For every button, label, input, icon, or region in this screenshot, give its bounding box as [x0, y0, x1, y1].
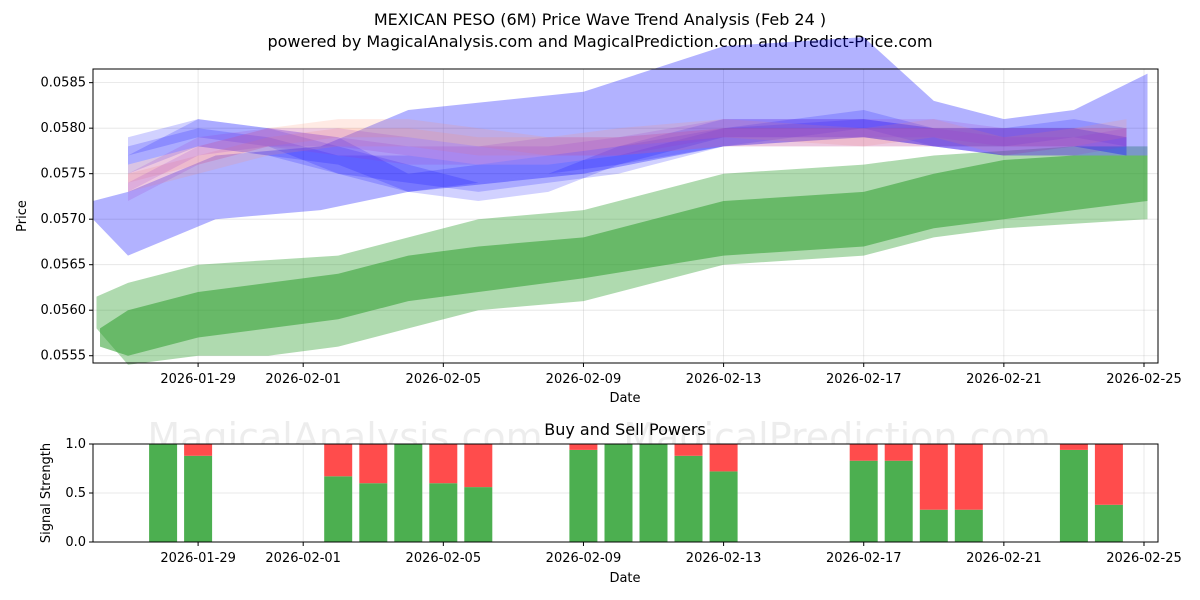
price-x-tick-label: 2026-02-05 — [406, 372, 482, 387]
buy-bar — [1094, 504, 1123, 542]
buy-bar — [954, 509, 983, 542]
buy-bar — [919, 509, 948, 542]
buy-bar — [709, 471, 738, 542]
buy-sell-x-tick-label: 2026-02-17 — [826, 551, 902, 566]
blue-band-2 — [128, 110, 1127, 192]
chart-title: MEXICAN PESO (6M) Price Wave Trend Analy… — [373, 10, 827, 29]
price-y-tick-label: 0.0565 — [41, 258, 87, 273]
price-bands — [93, 37, 1148, 365]
price-plot-frame — [92, 68, 1159, 364]
buy-sell-panel: Buy and Sell Powers 0.0 0.5 1.0 2026-01-29 2… — [39, 420, 1182, 586]
price-y-tick-label: 0.0580 — [41, 121, 87, 136]
buy-sell-y-tick-label: 0.0 — [65, 535, 86, 550]
price-x-tick-label: 2026-02-13 — [686, 372, 762, 387]
buy-sell-x-tick-label: 2026-02-13 — [686, 551, 762, 566]
price-axes: 0.0555 0.0560 0.0565 0.0570 0.0575 0.0580 0.05… — [41, 76, 1182, 387]
buy-bar — [639, 444, 668, 542]
sell-bar — [464, 444, 493, 488]
price-x-tick-label: 2026-02-01 — [265, 372, 341, 387]
price-x-tick-label: 2026-02-17 — [826, 372, 902, 387]
buy-bar — [604, 444, 633, 542]
buy-bar — [884, 460, 913, 542]
price-y-tick-label: 0.0570 — [41, 212, 87, 227]
buy-sell-x-tick-label: 2026-01-29 — [160, 551, 236, 566]
sell-bar — [954, 444, 983, 510]
price-x-label: Date — [609, 391, 640, 406]
price-y-tick-label: 0.0555 — [41, 349, 87, 364]
buy-sell-x-tick-label: 2026-02-05 — [406, 551, 482, 566]
blue-band-3 — [128, 119, 1127, 192]
sell-bar — [359, 444, 388, 484]
buy-sell-x-tick-label: 2026-02-25 — [1106, 551, 1182, 566]
red-band-1 — [128, 119, 1127, 183]
buy-sell-x-label: Date — [609, 571, 640, 586]
price-y-tick-label: 0.0575 — [41, 167, 87, 182]
buy-sell-x-tick-label: 2026-02-01 — [265, 551, 341, 566]
buy-bar — [184, 455, 213, 542]
purple-band-1 — [128, 119, 1127, 192]
sell-bar — [709, 444, 738, 472]
sell-bar — [324, 444, 353, 477]
price-x-tick-label: 2026-02-09 — [546, 372, 622, 387]
buy-sell-title: Buy and Sell Powers — [544, 420, 706, 439]
blue-wide-band — [93, 37, 1148, 256]
buy-bar — [1059, 449, 1088, 542]
green-inner-band — [100, 155, 1148, 356]
purple-band-2 — [128, 128, 1127, 201]
buy-bar — [674, 455, 703, 542]
sell-bar — [884, 444, 913, 461]
price-panel: 0.0555 0.0560 0.0565 0.0570 0.0575 0.0580 0.05… — [15, 37, 1182, 406]
sell-bar — [1059, 444, 1088, 450]
buy-sell-y-label: Signal Strength — [39, 443, 54, 543]
sell-bar — [1094, 444, 1123, 505]
chart-subtitle: powered by MagicalAnalysis.com and Magic… — [267, 32, 933, 51]
sell-bar — [569, 444, 598, 450]
buy-sell-x-tick-label: 2026-02-09 — [546, 551, 622, 566]
buy-sell-y-tick-label: 0.5 — [65, 486, 86, 501]
buy-bar — [849, 460, 878, 542]
price-x-tick-label: 2026-01-29 — [160, 372, 236, 387]
sell-bar — [429, 444, 458, 484]
buy-sell-axes: 0.0 0.5 1.0 2026-01-29 2026-02-01 2026-02-05 2… — [65, 437, 1181, 566]
price-y-label: Price — [15, 200, 30, 232]
buy-bar — [149, 444, 178, 542]
blue-band-1 — [128, 119, 1127, 201]
buy-bar — [359, 483, 388, 542]
buy-bar — [569, 449, 598, 542]
buy-bar — [324, 476, 353, 542]
buy-bar — [394, 444, 423, 542]
red-band-2 — [128, 119, 1127, 192]
buy-sell-y-tick-label: 1.0 — [65, 437, 86, 452]
price-y-tick-label: 0.0560 — [41, 303, 87, 318]
sell-bar — [919, 444, 948, 510]
sell-bar — [674, 444, 703, 456]
price-x-tick-label: 2026-02-21 — [966, 372, 1042, 387]
sell-bar — [184, 444, 213, 456]
buy-sell-bars — [149, 444, 1123, 542]
buy-bar — [429, 483, 458, 542]
price-x-tick-label: 2026-02-25 — [1106, 372, 1182, 387]
buy-bar — [464, 487, 493, 542]
buy-sell-x-tick-label: 2026-02-21 — [966, 551, 1042, 566]
price-y-tick-label: 0.0585 — [41, 76, 87, 91]
sell-bar — [849, 444, 878, 461]
